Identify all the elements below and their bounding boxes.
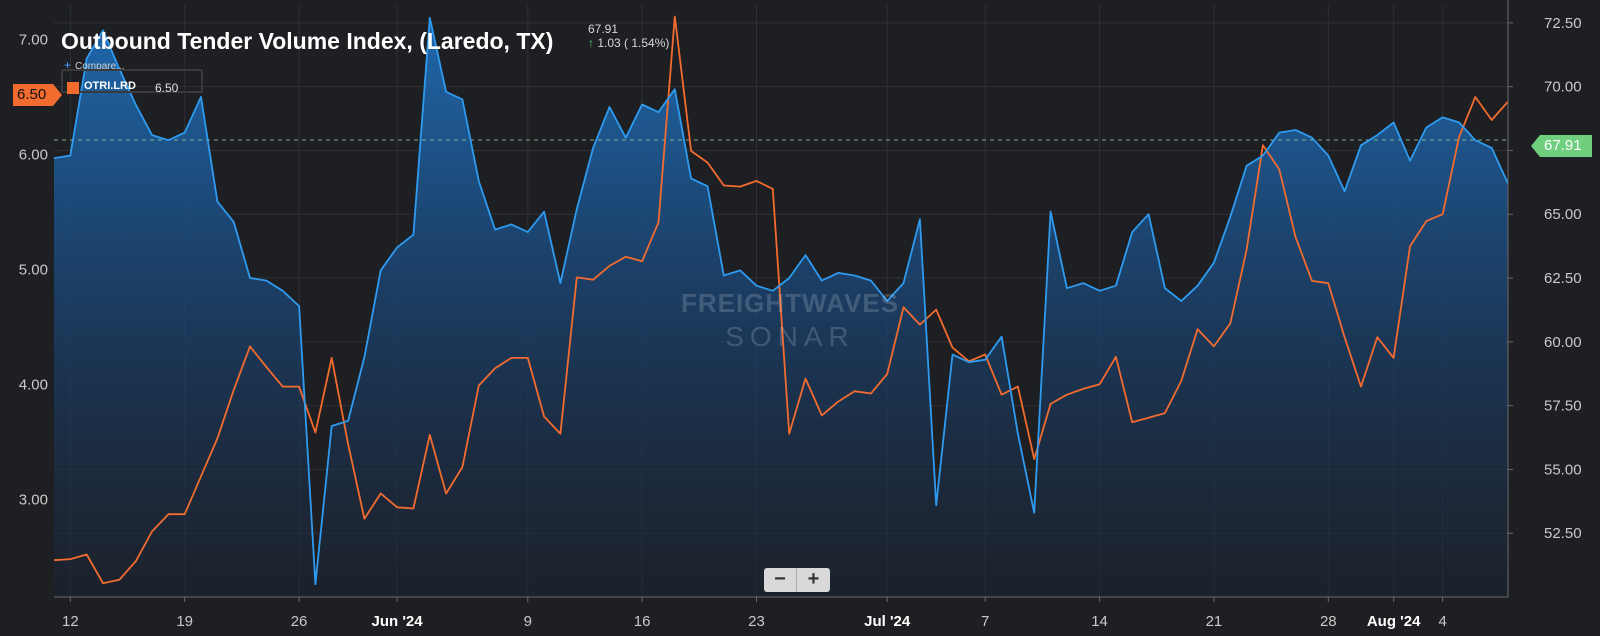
axes: 3.00 4.00 5.00 6.00 7.00 52.50 55.00 57.50 60.00… — [19, 0, 1582, 630]
x-axis-tick-label: 4 — [1438, 613, 1446, 630]
legend-series-value: 6.50 — [155, 81, 179, 95]
series-lines — [53, 15, 1509, 586]
x-axis-tick-label: 23 — [748, 613, 765, 630]
legend-box[interactable] — [61, 69, 203, 93]
right-axis-tick-label: 60.00 — [1544, 334, 1582, 351]
left-axis-tick-label: 6.00 — [19, 146, 48, 163]
last-value-block: 67.91 ↑ 1.03 ( 1.54%) — [588, 22, 669, 50]
x-axis-tick-label: Jul '24 — [864, 613, 911, 630]
left-axis-tick-label: 3.00 — [19, 491, 48, 508]
plus-icon: + — [64, 58, 72, 72]
legend-series-name[interactable]: OTRI.LRD — [84, 80, 136, 92]
compare-link[interactable]: + Compare... — [64, 58, 124, 72]
series-line-volume-index — [53, 16, 1509, 586]
x-axis-tick-label: 7 — [981, 613, 989, 630]
x-axis-tick-label: 14 — [1091, 613, 1108, 630]
right-axis-tick-label: 62.50 — [1544, 270, 1582, 287]
up-arrow-icon: ↑ — [588, 36, 594, 50]
x-axis-tick-label: 9 — [524, 613, 532, 630]
left-axis-tick-label: 4.00 — [19, 376, 48, 393]
zoom-in-button[interactable]: + — [807, 568, 820, 590]
left-axis-value-badge: 6.50 — [13, 84, 62, 106]
change-value: 1.03 ( 1.54%) — [597, 36, 670, 50]
change-line: ↑ 1.03 ( 1.54%) — [588, 36, 669, 50]
left-axis-tick-label: 5.00 — [19, 261, 48, 278]
right-axis-tick-label: 57.50 — [1544, 398, 1582, 415]
right-axis-tick-label: 70.00 — [1544, 79, 1582, 96]
x-axis-tick-label: Aug '24 — [1367, 613, 1421, 630]
last-value: 67.91 — [588, 22, 619, 36]
x-axis-tick-label: 12 — [62, 613, 79, 630]
x-axis-tick-label: 16 — [634, 613, 651, 630]
chart-title: Outbound Tender Volume Index, (Laredo, T… — [61, 28, 554, 54]
x-axis-tick-label: 26 — [291, 613, 308, 630]
left-axis-tick-label: 7.00 — [19, 31, 48, 48]
right-axis-tick-label: 55.00 — [1544, 461, 1582, 478]
compare-label: Compare... — [75, 61, 125, 72]
zoom-controls: − + — [764, 568, 830, 592]
zoom-out-button[interactable]: − — [764, 568, 797, 592]
x-axis-tick-label: 21 — [1206, 613, 1223, 630]
x-axis-tick-label: 28 — [1320, 613, 1337, 630]
series-line-otri-lrd — [53, 15, 1509, 585]
right-axis-value-badge: 67.91 — [1531, 135, 1592, 157]
right-axis-tick-label: 72.50 — [1544, 15, 1582, 32]
x-axis-tick-label: Jun '24 — [372, 613, 424, 630]
right-axis-tick-label: 65.00 — [1544, 206, 1582, 223]
legend-swatch-icon — [67, 82, 79, 94]
right-axis-tick-label: 52.50 — [1544, 525, 1582, 542]
x-axis-tick-label: 19 — [176, 613, 193, 630]
